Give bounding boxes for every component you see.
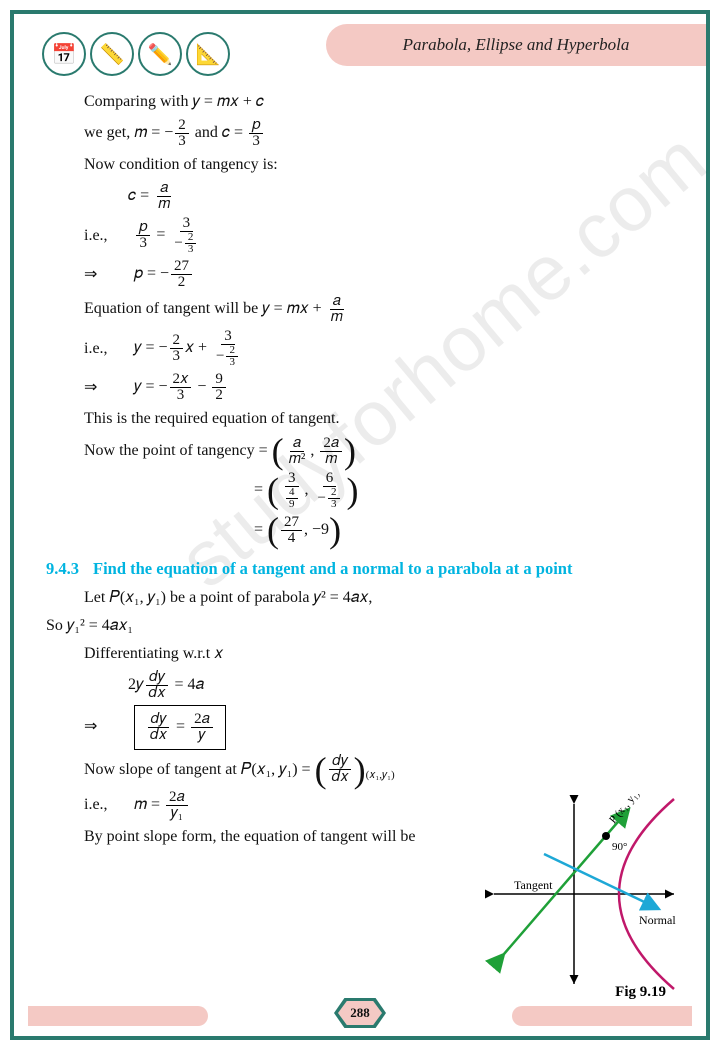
fig-tangent-label: Tangent	[514, 878, 553, 892]
eq-tangency-3: = (274, −9)	[254, 514, 666, 546]
eq-boxed-dydx: ⇒ 𝑑𝑦𝑑𝑥 = 2𝑎𝑦	[84, 705, 666, 750]
page-number: 288	[350, 1005, 370, 1021]
eq-c-am: 𝑐 = 𝑎𝑚	[128, 181, 666, 212]
eq-imp-p: ⇒ 𝑝 = −272	[84, 259, 666, 290]
footer-band-left	[28, 1006, 208, 1026]
fig-normal-label: Normal	[639, 913, 676, 927]
line-let-p: Let 𝑃(𝑥₁, 𝑦₁) be a point of parabola 𝑦² …	[84, 586, 666, 610]
eq-2y-dydx: 2𝑦𝑑𝑦𝑑𝑥 = 4𝑎	[128, 670, 666, 701]
chapter-title: Parabola, Ellipse and Hyperbola	[403, 35, 630, 55]
figure-caption: Fig 9.19	[615, 984, 666, 1001]
line-weget: we get, 𝑚 = −23 and 𝑐 = 𝑝3	[84, 118, 666, 149]
line-eq-tangent: Equation of tangent will be 𝑦 = 𝑚𝑥 + 𝑎𝑚	[84, 294, 666, 325]
line-condition: Now condition of tangency is:	[84, 153, 666, 177]
page-border: Parabola, Ellipse and Hyperbola 📅 📏 ✏️ 📐…	[10, 10, 710, 1040]
compass-icon: ✏️	[138, 32, 182, 76]
eq-ie-p3: i.e., 𝑝3 = 3−23	[84, 216, 666, 255]
eq-ie-y1: i.e., 𝑦 = −23𝑥 + 3−23	[84, 329, 666, 368]
line-so-y1: So 𝑦₁² = 4𝑎𝑥₁	[46, 614, 666, 638]
line-diff: Differentiating w.r.t 𝑥	[84, 642, 666, 666]
line-required: This is the required equation of tangent…	[84, 407, 666, 431]
chapter-banner: Parabola, Ellipse and Hyperbola	[326, 24, 706, 66]
eq-imp-y2: ⇒ 𝑦 = −2𝑥3 − 92	[84, 372, 666, 403]
page-number-badge: 288	[334, 998, 386, 1028]
fig-point-label: P (x₁, y₁)	[607, 794, 642, 826]
calendar-icon: 📅	[42, 32, 86, 76]
footer-band-right	[512, 1006, 692, 1026]
section-heading: 9.4.3 Find the equation of a tangent and …	[46, 557, 666, 582]
ruler-icon: 📏	[90, 32, 134, 76]
fig-angle-label: 90°	[612, 841, 627, 853]
content-area: Comparing with 𝑦 = 𝑚𝑥 + 𝑐 we get, 𝑚 = −2…	[84, 90, 666, 853]
line-point-tangency: Now the point of tangency = (𝑎𝑚², 2𝑎𝑚)	[84, 435, 666, 467]
line-compare: Comparing with 𝑦 = 𝑚𝑥 + 𝑐	[84, 90, 666, 114]
section-number: 9.4.3	[46, 559, 79, 578]
triangle-icon: 📐	[186, 32, 230, 76]
icon-row: 📅 📏 ✏️ 📐	[42, 32, 230, 76]
figure-9-19: P (x₁, y₁) 90° Tangent Normal	[484, 794, 684, 994]
line-slope: Now slope of tangent at 𝑃(𝑥₁, 𝑦₁) = (𝑑𝑦𝑑…	[84, 754, 666, 786]
section-title: Find the equation of a tangent and a nor…	[93, 559, 572, 578]
eq-tangency-2: = (349, 6−23)	[254, 471, 666, 510]
